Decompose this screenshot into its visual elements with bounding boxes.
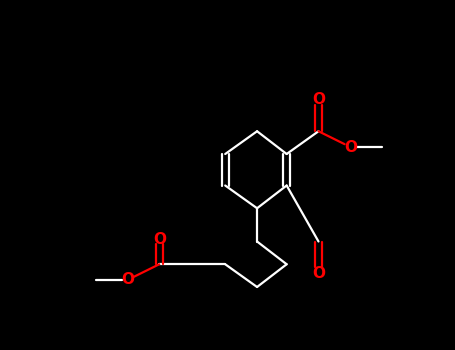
Text: O: O: [153, 232, 166, 247]
Text: O: O: [121, 273, 134, 287]
Text: O: O: [312, 92, 325, 107]
Text: O: O: [312, 266, 325, 280]
Text: O: O: [344, 140, 357, 154]
